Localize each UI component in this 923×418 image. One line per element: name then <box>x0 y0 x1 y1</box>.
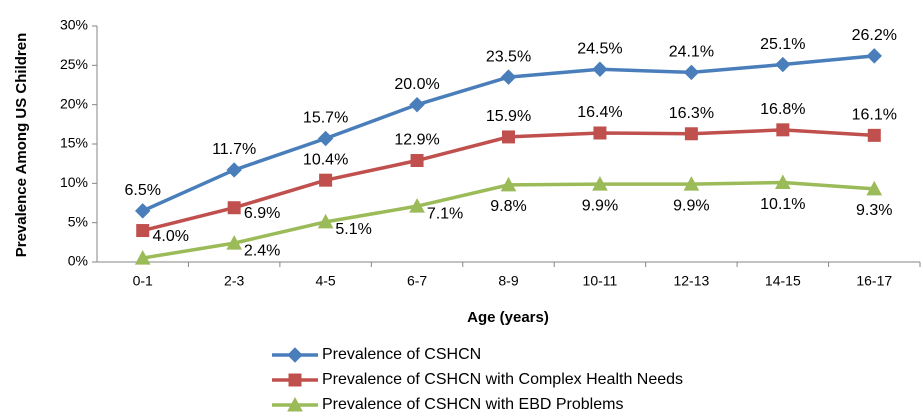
marker <box>409 96 425 113</box>
x-tick-label: 10-11 <box>583 273 618 289</box>
y-tick-label: 0% <box>68 253 88 269</box>
marker <box>500 69 517 85</box>
marker <box>776 123 790 137</box>
data-label: 24.1% <box>669 44 714 61</box>
marker <box>410 154 424 168</box>
data-label: 6.9% <box>244 205 280 222</box>
marker <box>226 235 243 250</box>
data-label: 12.9% <box>394 132 439 149</box>
marker <box>135 203 151 219</box>
x-tick-label: 6-7 <box>407 273 427 289</box>
marker <box>683 176 700 191</box>
data-label: 2.4% <box>244 242 280 259</box>
data-label: 9.8% <box>490 198 526 215</box>
marker <box>592 176 608 191</box>
data-label: 9.3% <box>856 202 892 219</box>
marker <box>867 128 881 142</box>
y-axis-title: Prevalence Among US Children <box>13 33 30 258</box>
x-tick-label: 12-13 <box>673 273 709 289</box>
data-label: 15.9% <box>486 108 531 125</box>
data-label: 24.5% <box>577 40 622 57</box>
legend-label: Prevalence of CSHCN <box>322 346 481 363</box>
data-label: 20.0% <box>394 76 439 93</box>
legend-label: Prevalence of CSHCN with Complex Health … <box>322 371 683 388</box>
marker <box>288 373 302 387</box>
marker <box>592 61 608 77</box>
data-label: 16.8% <box>760 101 805 118</box>
data-label: 7.1% <box>427 205 463 222</box>
marker <box>775 56 791 73</box>
marker <box>684 127 698 141</box>
data-label: 16.3% <box>669 105 714 122</box>
marker <box>502 130 515 144</box>
marker <box>774 174 791 190</box>
data-label: 4.0% <box>152 228 188 245</box>
data-label: 11.7% <box>212 141 256 158</box>
data-label: 25.1% <box>760 36 805 53</box>
marker <box>319 173 333 187</box>
marker <box>136 224 150 238</box>
x-axis-title: Age (years) <box>467 309 549 326</box>
x-tick-label: 2-3 <box>224 273 244 289</box>
marker <box>683 64 700 81</box>
marker <box>593 126 607 140</box>
marker <box>287 396 303 412</box>
marker <box>226 162 242 178</box>
marker <box>317 213 334 229</box>
data-label: 16.1% <box>852 107 897 124</box>
data-label: 16.4% <box>577 104 622 121</box>
data-label: 10.4% <box>303 151 348 168</box>
marker <box>134 250 151 265</box>
y-tick-label: 30% <box>60 17 88 33</box>
y-tick-label: 15% <box>60 135 88 151</box>
y-tick-label: 10% <box>60 174 88 190</box>
data-label: 15.7% <box>303 110 348 127</box>
marker <box>866 180 883 196</box>
data-label: 9.9% <box>582 197 618 214</box>
data-label: 26.2% <box>852 27 897 44</box>
data-label: 10.1% <box>760 196 805 213</box>
x-tick-label: 16-17 <box>856 273 892 289</box>
x-tick-label: 4-5 <box>315 273 335 289</box>
marker <box>287 347 303 363</box>
y-tick-label: 25% <box>60 56 88 72</box>
data-label: 6.5% <box>124 182 160 199</box>
x-tick-label: 14-15 <box>765 273 801 289</box>
marker <box>317 130 334 147</box>
marker <box>227 201 241 215</box>
legend-label: Prevalence of CSHCN with EBD Problems <box>322 396 623 413</box>
marker <box>500 176 517 192</box>
data-label: 9.9% <box>673 197 709 214</box>
data-label: 23.5% <box>486 48 531 65</box>
y-tick-label: 5% <box>68 213 88 229</box>
x-tick-label: 8-9 <box>498 273 518 289</box>
y-tick-label: 20% <box>60 95 88 111</box>
marker <box>409 198 425 213</box>
marker <box>866 48 882 64</box>
x-tick-label: 0-1 <box>133 273 153 289</box>
data-label: 5.1% <box>335 221 371 238</box>
